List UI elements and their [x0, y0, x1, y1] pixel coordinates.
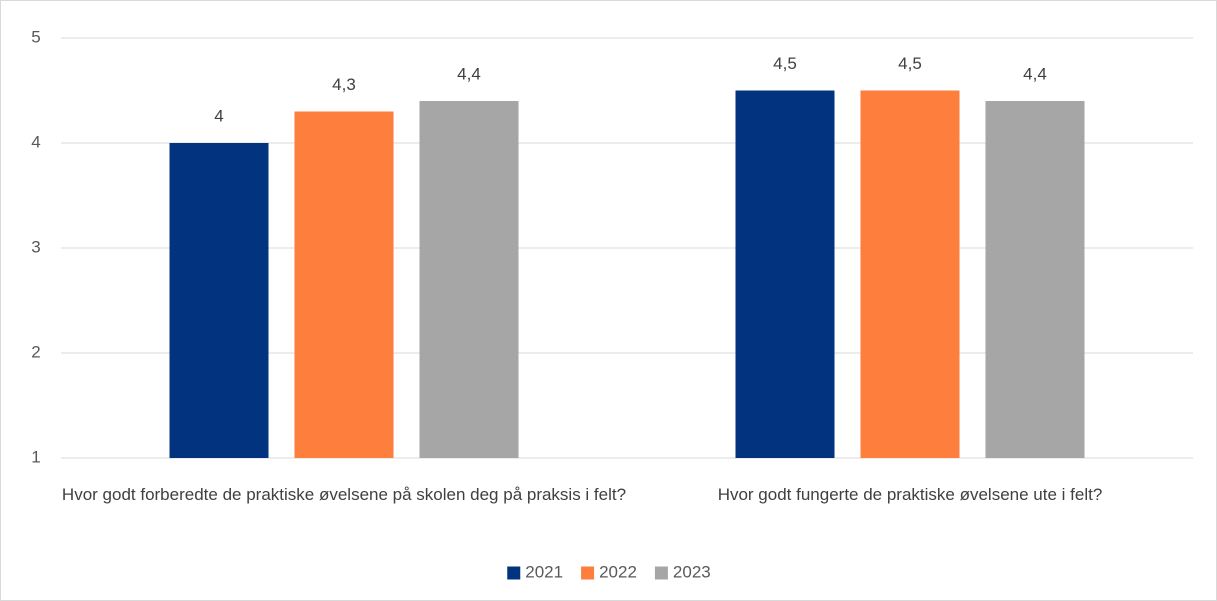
y-tick-label: 5	[31, 27, 40, 46]
legend-swatch	[581, 566, 595, 580]
bar	[735, 90, 835, 458]
y-tick-label: 4	[31, 132, 40, 151]
y-tick-label: 2	[31, 342, 40, 361]
y-tick-label: 1	[31, 447, 40, 466]
legend-label: 2023	[673, 562, 711, 581]
y-tick-label: 3	[31, 237, 40, 256]
data-label: 4,5	[898, 54, 922, 73]
legend-swatch	[654, 566, 668, 580]
bar	[419, 101, 519, 458]
legend-label: 2021	[525, 562, 563, 581]
bar	[169, 143, 269, 458]
data-label: 4,4	[457, 64, 481, 83]
bar	[294, 111, 394, 458]
data-label: 4,5	[773, 54, 797, 73]
x-tick-label: Hvor godt fungerte de praktiske øvelsene…	[717, 485, 1103, 504]
legend-swatch	[507, 566, 521, 580]
data-label: 4,3	[332, 75, 356, 94]
bar	[860, 90, 960, 458]
data-label: 4	[214, 106, 223, 125]
data-label: 4,4	[1023, 64, 1047, 83]
x-tick-label: Hvor godt forberedte de praktiske øvelse…	[61, 485, 627, 504]
legend-label: 2022	[599, 562, 637, 581]
bar	[985, 101, 1085, 458]
